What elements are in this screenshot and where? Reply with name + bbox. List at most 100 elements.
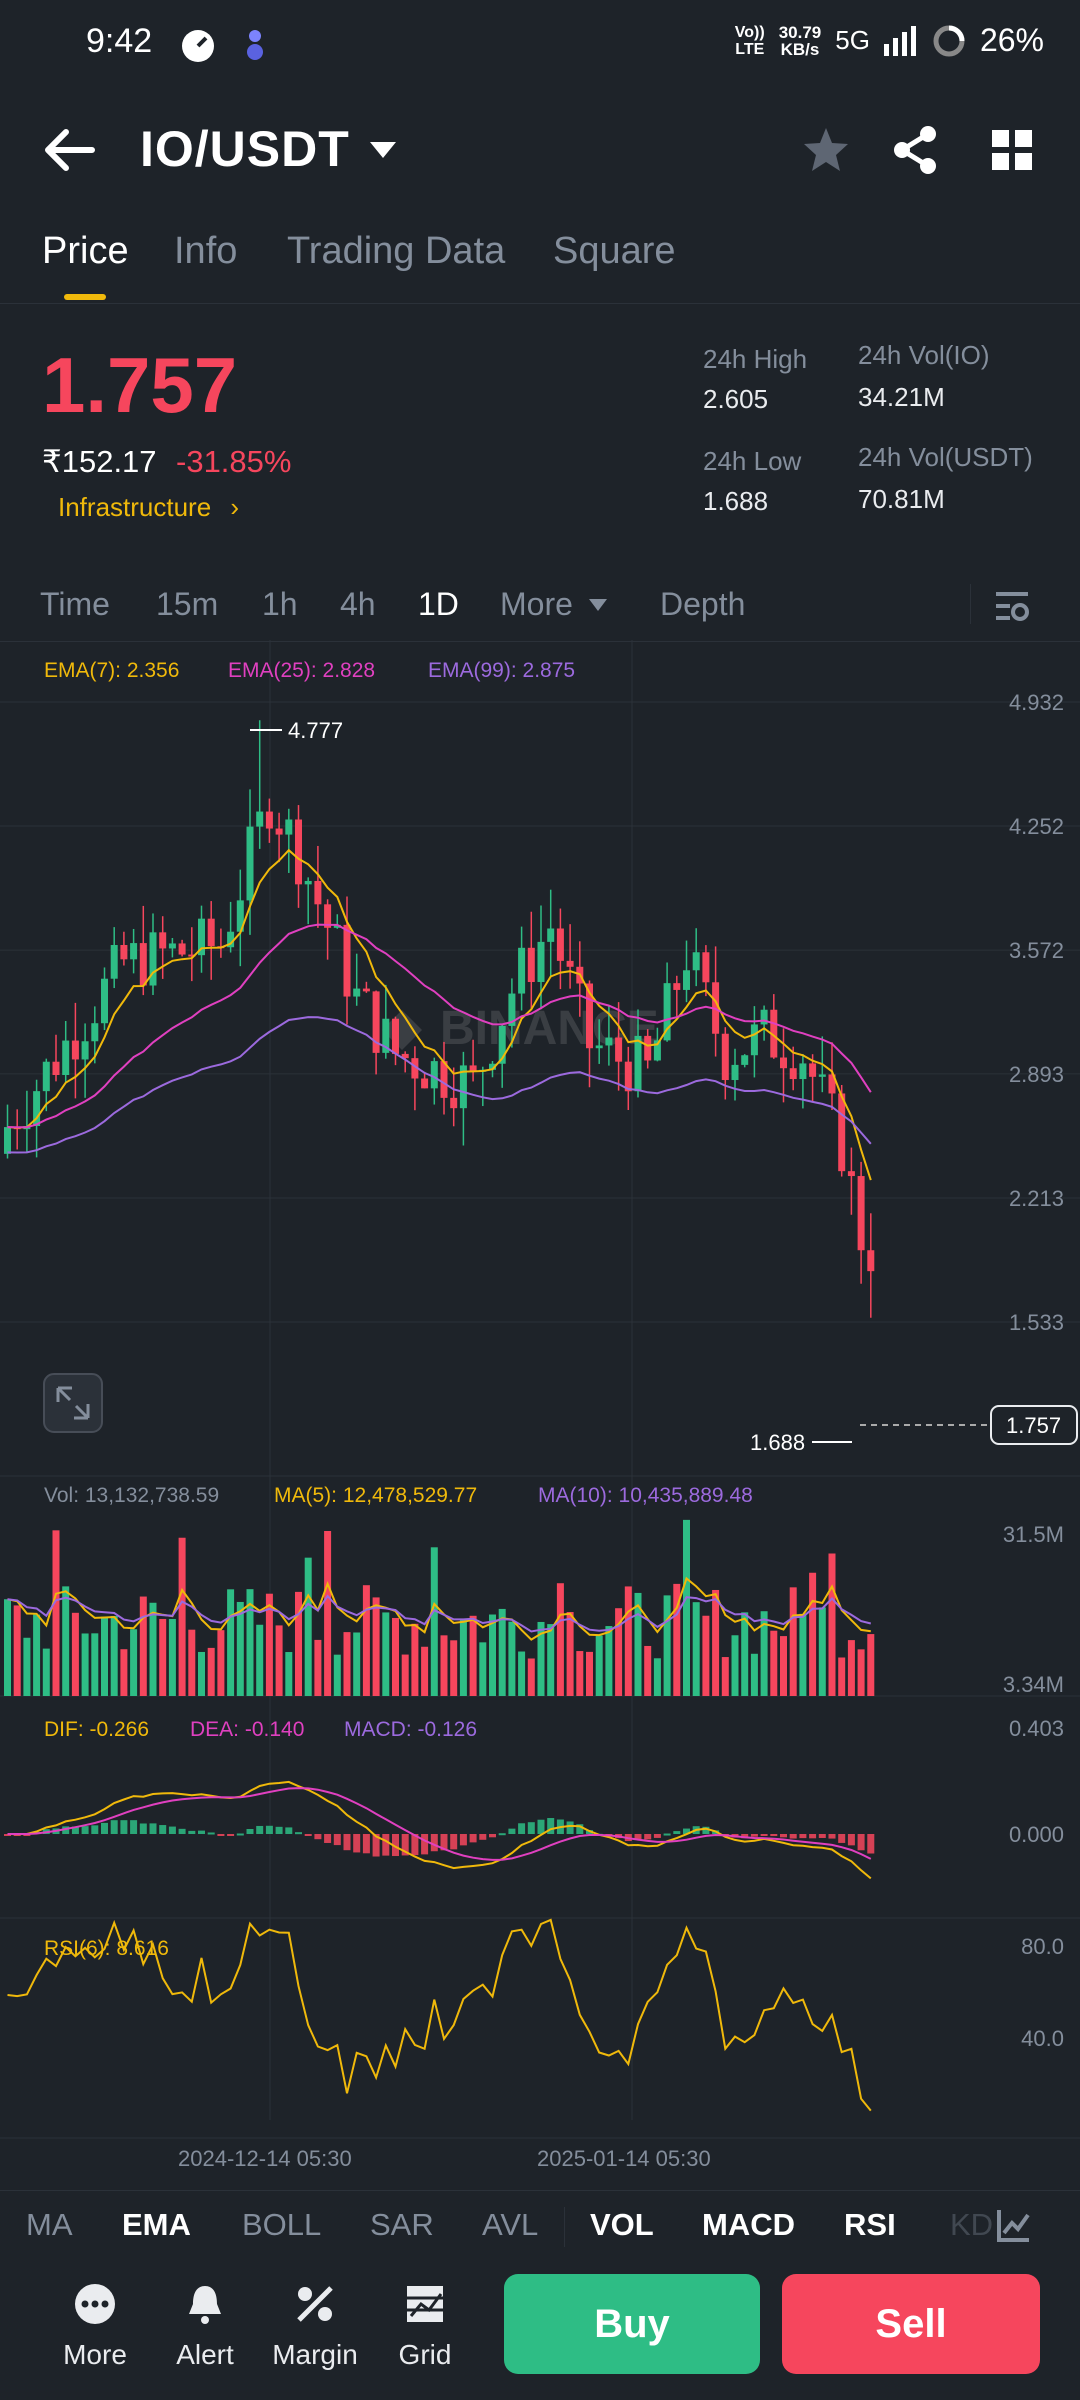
candle-body [857, 1176, 865, 1251]
candle-body [411, 1058, 419, 1079]
indicator-settings-icon[interactable] [996, 2207, 1032, 2243]
interval-15m[interactable]: 15m [156, 586, 219, 622]
volume-bar [741, 1612, 749, 1696]
indicator-tab-avl[interactable]: AVL [482, 2207, 539, 2242]
volume-bar [333, 1654, 341, 1696]
vol-base-label: 24h Vol(IO) [858, 340, 990, 370]
tab-price[interactable]: Price [42, 230, 129, 272]
candle-body [324, 904, 332, 928]
macd-histogram-bar [847, 1834, 855, 1846]
indicator-tab-ema[interactable]: EMA [122, 2207, 191, 2242]
candle-body [246, 826, 254, 901]
candle-body [275, 828, 283, 835]
volume-bar [847, 1640, 855, 1696]
volume-bar [188, 1629, 196, 1696]
tab-info[interactable]: Info [174, 230, 238, 272]
macd-label: MACD: -0.126 [344, 1718, 477, 1741]
price-tick: 2.213 [1009, 1186, 1064, 1211]
ema-lines [7, 848, 872, 1181]
candle-body [673, 983, 681, 990]
volume-bar [198, 1651, 205, 1696]
macd-histogram-bar [101, 1822, 108, 1834]
grid-view-icon[interactable] [986, 124, 1038, 176]
candle-body [304, 880, 312, 885]
volume-bar [469, 1615, 477, 1696]
volume-bar [130, 1629, 138, 1696]
dif-label: DIF: -0.266 [44, 1718, 149, 1741]
candle-body [382, 1018, 390, 1053]
candle-body [362, 988, 370, 992]
candle-body [518, 947, 526, 994]
alert-button[interactable]: Alert [150, 2282, 260, 2371]
volume-bar [382, 1612, 390, 1696]
indicator-tab-ma[interactable]: MA [26, 2207, 73, 2242]
candle-body [178, 943, 186, 955]
network-type: 5G [835, 25, 870, 55]
candle-body [789, 1068, 797, 1080]
more-button[interactable]: More [40, 2282, 150, 2371]
macd-histogram-bar [168, 1826, 176, 1834]
candle-body [236, 900, 244, 932]
candle-body [139, 943, 147, 986]
grid-button[interactable]: Grid [370, 2282, 480, 2371]
caret-down-icon[interactable] [588, 598, 608, 612]
indicator-tab-sar[interactable]: SAR [370, 2207, 434, 2242]
macd-histogram-bar [265, 1825, 273, 1834]
interval-4h[interactable]: 4h [340, 586, 376, 622]
indicator-tab-rsi[interactable]: RSI [844, 2207, 896, 2242]
interval-depth[interactable]: Depth [660, 586, 746, 622]
volume-bar [13, 1605, 21, 1696]
interval-time[interactable]: Time [40, 586, 110, 622]
tab-square[interactable]: Square [553, 230, 676, 272]
indicator-tab-boll[interactable]: BOLL [242, 2207, 322, 2242]
rsi-label: RSI(6): 8.616 [44, 1937, 169, 1960]
share-icon[interactable] [890, 124, 942, 176]
candle-body [159, 932, 167, 949]
volume-bar [838, 1657, 846, 1696]
indicator-tab-kd[interactable]: KD [950, 2207, 994, 2242]
volume-bar [62, 1586, 70, 1696]
volume-bar [702, 1615, 710, 1696]
ema99-label: EMA(99): 2.875 [428, 659, 575, 682]
margin-button[interactable]: Margin [260, 2282, 370, 2371]
volume-bar [23, 1637, 31, 1696]
candle-body [42, 1061, 50, 1092]
macd-histogram-bar [353, 1834, 361, 1853]
caret-down-icon[interactable] [368, 138, 398, 162]
volume-bar [71, 1612, 79, 1696]
volume-bar [285, 1652, 293, 1696]
candle-body [33, 1091, 41, 1127]
interval-1d[interactable]: 1D [418, 586, 459, 622]
macd-histogram-bar [459, 1834, 467, 1846]
volume-bar [576, 1651, 584, 1696]
macd-histogram-bar [653, 1834, 661, 1838]
indicator-tab-macd[interactable]: MACD [702, 2207, 795, 2242]
buy-button[interactable]: Buy [504, 2274, 760, 2374]
star-icon[interactable] [800, 124, 852, 176]
volume-bar [207, 1647, 215, 1696]
candle-body [314, 880, 322, 905]
volume-bar [508, 1621, 516, 1696]
volume-bar [566, 1612, 574, 1696]
back-arrow-icon[interactable] [40, 122, 100, 178]
macd-histogram-bar [634, 1834, 642, 1840]
chart-settings-icon[interactable] [994, 588, 1030, 624]
kline-chart[interactable]: BINANCE EMA(7): 2.356 EMA(25): 2.828 EMA… [0, 640, 1080, 2190]
macd-histogram-bar [227, 1834, 235, 1836]
sell-button[interactable]: Sell [782, 2274, 1040, 2374]
ema25-label: EMA(25): 2.828 [228, 659, 375, 682]
macd-histogram-bar [62, 1826, 70, 1834]
candle-body [392, 1018, 399, 1054]
indicator-tab-vol[interactable]: VOL [590, 2207, 654, 2242]
signal-icon [883, 25, 916, 56]
pair-title[interactable]: IO/USDT [140, 121, 350, 177]
interval-more[interactable]: More [500, 586, 573, 622]
macd-histogram-bar [809, 1834, 817, 1839]
volume-bar [818, 1607, 826, 1696]
tab-trading-data[interactable]: Trading Data [287, 230, 506, 272]
category-tag[interactable]: Infrastructure › [58, 492, 240, 522]
candle-body [188, 954, 196, 957]
interval-1h[interactable]: 1h [262, 586, 298, 622]
candle-body [421, 1078, 429, 1089]
expand-chart-button[interactable] [43, 1373, 103, 1433]
